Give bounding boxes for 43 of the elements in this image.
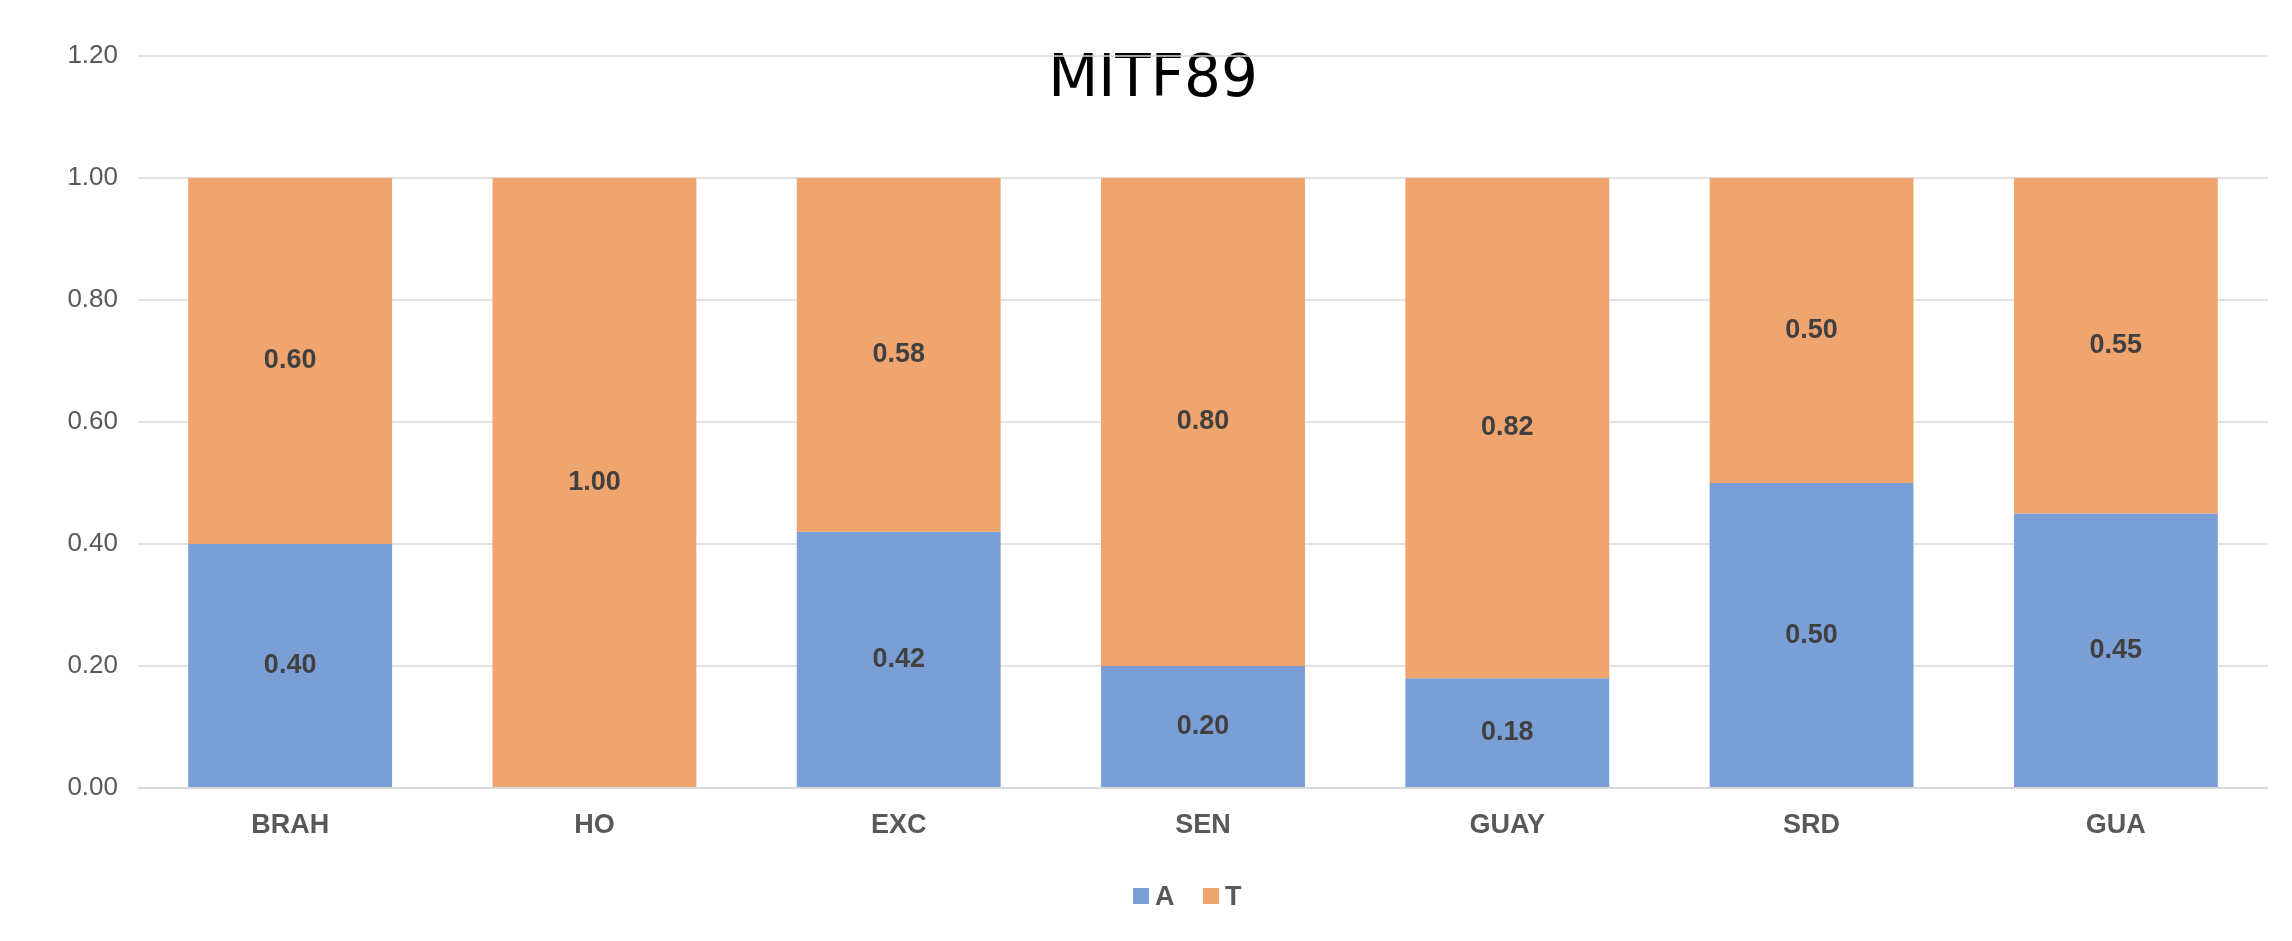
bar bbox=[188, 544, 393, 788]
bar bbox=[796, 178, 1001, 532]
bar bbox=[1405, 178, 1610, 679]
x-tick-label: GUA bbox=[2085, 809, 2146, 839]
bar bbox=[492, 178, 697, 788]
bar bbox=[188, 178, 393, 544]
data-label: 0.45 bbox=[2089, 633, 2143, 664]
data-label: 1.00 bbox=[568, 466, 621, 497]
data-label: 0.82 bbox=[1481, 411, 1534, 442]
bar bbox=[1101, 178, 1305, 666]
bar bbox=[2013, 178, 2218, 514]
y-tick-label: 0.60 bbox=[67, 404, 118, 435]
bar bbox=[2013, 513, 2218, 788]
data-label: 0.50 bbox=[1785, 618, 1838, 649]
y-tick-label: 0.00 bbox=[67, 770, 118, 801]
x-tick-label: SEN bbox=[1175, 809, 1231, 839]
data-label: 0.40 bbox=[263, 649, 317, 680]
data-label: 0.20 bbox=[1176, 710, 1230, 741]
y-tick-label: 0.20 bbox=[67, 648, 118, 679]
x-tick-label: EXC bbox=[870, 809, 927, 839]
data-label: 0.80 bbox=[1176, 405, 1230, 436]
data-label: 0.50 bbox=[1785, 313, 1838, 344]
legend-label: A bbox=[1155, 881, 1175, 912]
y-tick-label: 1.20 bbox=[67, 38, 118, 69]
x-tick-label: BRAH bbox=[251, 809, 330, 839]
legend-label: T bbox=[1225, 881, 1242, 912]
x-tick-label: SRD bbox=[1783, 809, 1841, 839]
data-label: 0.60 bbox=[263, 344, 317, 375]
data-label: 0.55 bbox=[2089, 328, 2143, 359]
chart-title: MITF89 bbox=[1048, 42, 1258, 110]
bar bbox=[796, 531, 1001, 788]
data-label: 0.18 bbox=[1481, 716, 1534, 747]
bar bbox=[1709, 483, 1914, 788]
bar bbox=[1101, 666, 1305, 788]
bar bbox=[1405, 678, 1610, 788]
y-tick-label: 0.80 bbox=[67, 282, 118, 313]
y-tick-label: 0.40 bbox=[67, 526, 118, 557]
data-label: 0.42 bbox=[872, 643, 925, 674]
data-label: 0.58 bbox=[872, 338, 925, 369]
bar bbox=[1709, 178, 1914, 483]
y-tick-label: 1.00 bbox=[67, 160, 118, 191]
x-tick-label: GUAY bbox=[1469, 809, 1546, 839]
x-tick-label: HO bbox=[574, 809, 615, 839]
